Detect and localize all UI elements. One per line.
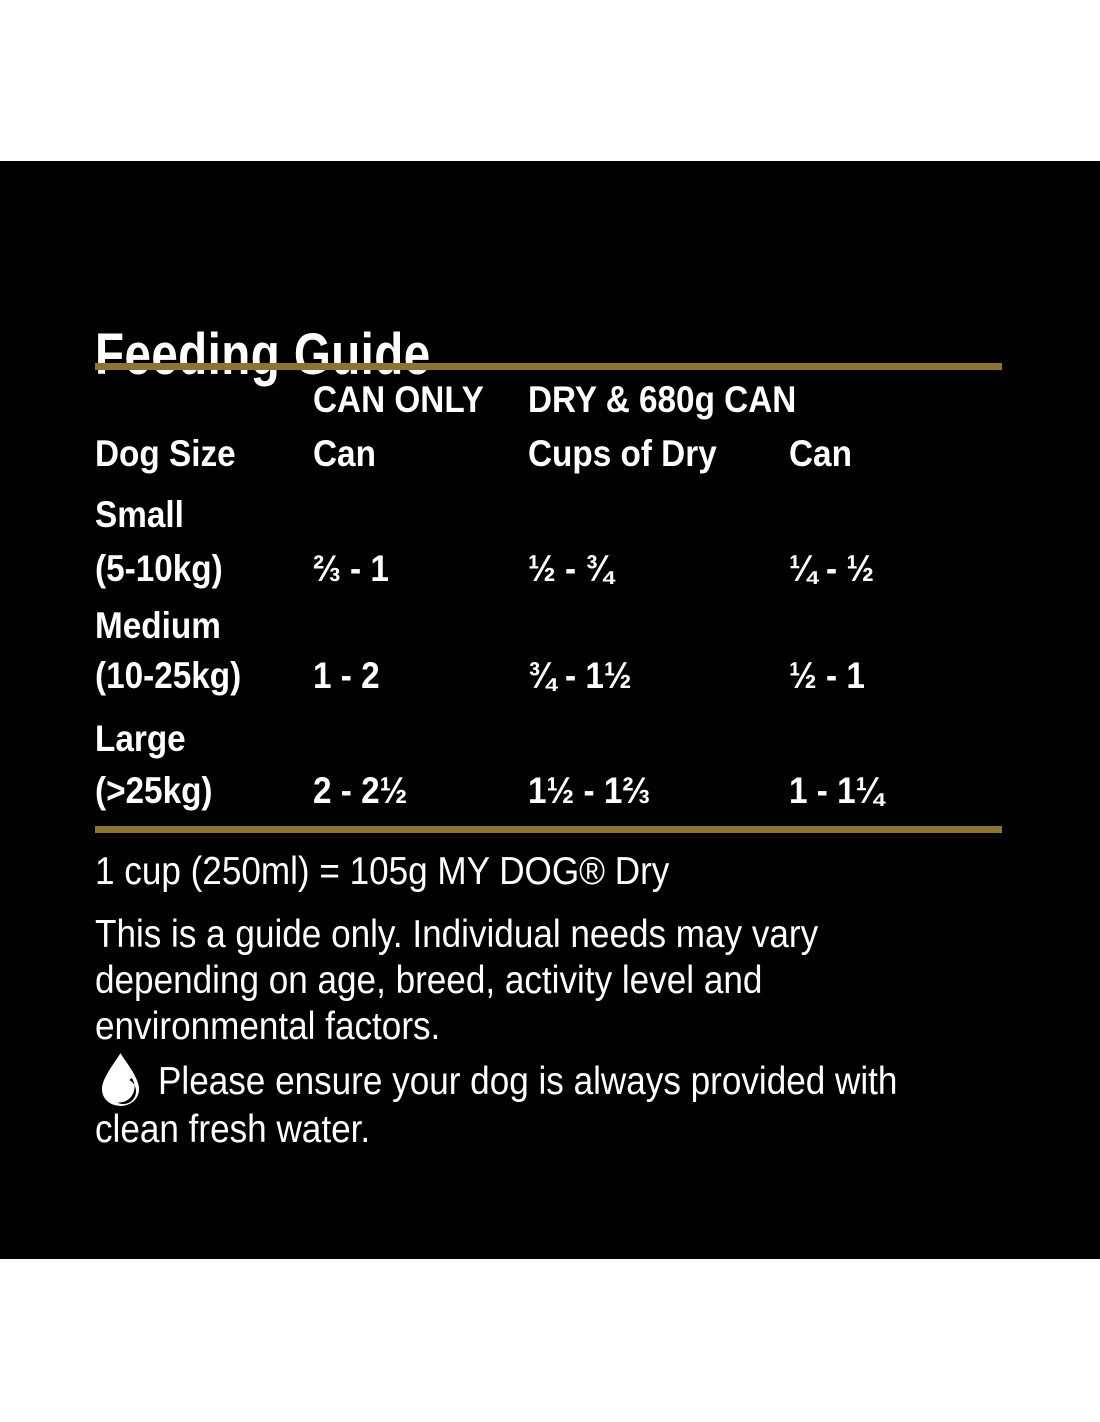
medium-cups-dry-value: ¾ - 1½ — [528, 655, 632, 696]
table-group-header-row: CAN ONLY DRY & 680g CAN — [95, 378, 1095, 424]
dog-size-large: Large — [95, 718, 186, 759]
guide-disclaimer-line-1: This is a guide only. Individual needs m… — [95, 913, 819, 956]
medium-can-only-value: 1 - 2 — [313, 655, 380, 696]
group-header-can-only: CAN ONLY — [313, 379, 484, 420]
water-drop-icon — [101, 1053, 140, 1106]
column-header-can-2: Can — [789, 433, 852, 474]
column-header-can: Can — [313, 433, 376, 474]
weight-medium: (10-25kg) — [95, 655, 242, 696]
table-row-medium-name: Medium — [95, 604, 1095, 650]
page-title-text: Feeding Guide — [95, 321, 431, 387]
cup-equivalence-note: 1 cup (250ml) = 105g MY DOG® Dry — [95, 850, 670, 893]
feeding-guide-panel: Feeding Guide CAN ONLY DRY & 680g CAN Do… — [0, 161, 1100, 1259]
guide-disclaimer-line-2: depending on age, breed, activity level … — [95, 959, 763, 1002]
large-can-value: 1 - 1¼ — [789, 770, 884, 811]
table-row-small-name: Small — [95, 493, 1095, 539]
small-can-value: ¼ - ½ — [789, 548, 875, 589]
weight-small: (5-10kg) — [95, 548, 223, 589]
water-note-line-1: Please ensure your dog is always provide… — [158, 1060, 898, 1103]
guide-disclaimer-line-3: environmental factors. — [95, 1005, 441, 1048]
group-header-dry-and-can: DRY & 680g CAN — [528, 379, 797, 420]
large-can-only-value: 2 - 2½ — [313, 770, 408, 811]
large-cups-dry-value: 1½ - 1⅔ — [528, 770, 651, 811]
dog-size-small: Small — [95, 494, 184, 535]
medium-can-value: ½ - 1 — [789, 655, 865, 696]
table-row-medium-values: (10-25kg) 1 - 2 ¾ - 1½ ½ - 1 — [95, 654, 1095, 700]
table-row-large-name: Large — [95, 717, 1095, 763]
column-header-cups-of-dry: Cups of Dry — [528, 433, 717, 474]
table-row-small-values: (5-10kg) ⅔ - 1 ½ - ¾ ¼ - ½ — [95, 547, 1095, 593]
page-title: Feeding Guide — [95, 323, 504, 387]
column-header-dog-size: Dog Size — [95, 433, 236, 474]
guide-disclaimer: This is a guide only. Individual needs m… — [95, 912, 899, 1050]
small-cups-dry-value: ½ - ¾ — [528, 548, 614, 589]
small-can-only-value: ⅔ - 1 — [313, 548, 389, 589]
dog-size-medium: Medium — [95, 605, 221, 646]
water-note-line-2: clean fresh water. — [95, 1108, 371, 1151]
table-column-header-row: Dog Size Can Cups of Dry Can — [95, 432, 1095, 478]
table-row-large-values: (>25kg) 2 - 2½ 1½ - 1⅔ 1 - 1¼ — [95, 769, 1095, 815]
divider-top — [95, 363, 1002, 370]
divider-bottom — [95, 826, 1002, 833]
weight-large: (>25kg) — [95, 770, 213, 811]
